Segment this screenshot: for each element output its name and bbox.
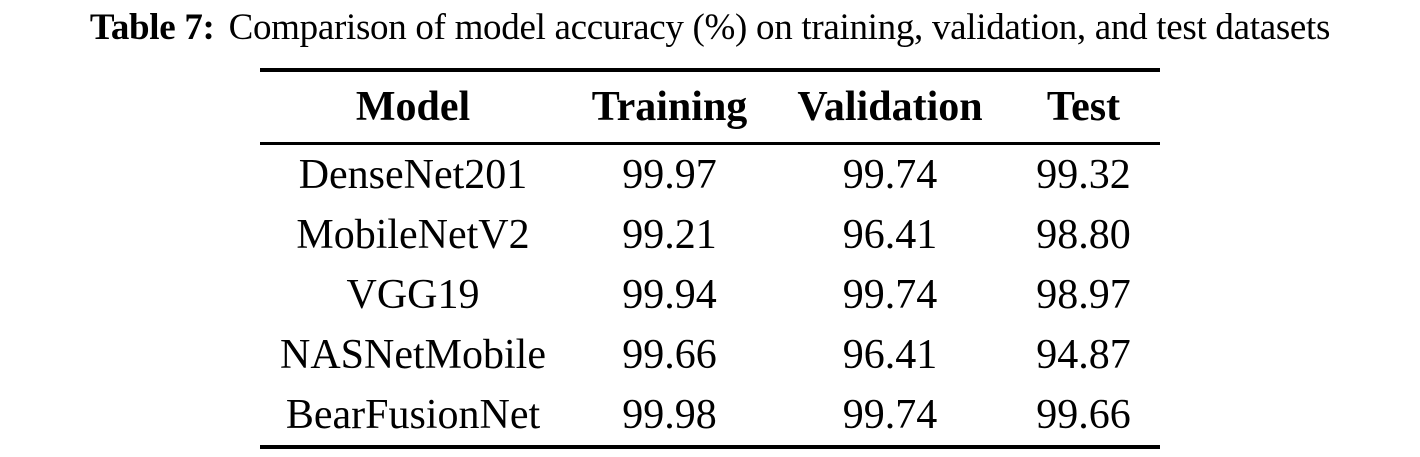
- cell-training: 99.21: [622, 212, 717, 259]
- cell-test: 98.80: [1036, 212, 1131, 259]
- cell-validation: 96.41: [842, 212, 938, 259]
- cell-model: DenseNet201: [298, 152, 528, 199]
- cell-validation: 99.74: [842, 392, 938, 439]
- col-header-test: Test: [1046, 84, 1121, 131]
- cell-training: 99.94: [622, 272, 717, 319]
- cell-test: 99.66: [1036, 392, 1131, 439]
- caption-text: Comparison of model accuracy (%) on trai…: [228, 7, 1331, 48]
- table-row: BearFusionNet 99.98 99.74 99.66: [260, 385, 1160, 447]
- col-header-validation: Validation: [797, 84, 983, 131]
- cell-model: VGG19: [346, 272, 480, 319]
- header-row: Model Training Validation Test: [260, 70, 1160, 144]
- cell-validation: 96.41: [842, 332, 938, 379]
- cell-training: 99.97: [622, 152, 717, 199]
- table-row: DenseNet201 99.97 99.74 99.32: [260, 144, 1160, 206]
- table-row: NASNetMobile 99.66 96.41 94.87: [260, 325, 1160, 385]
- cell-training: 99.98: [622, 392, 717, 439]
- accuracy-table: Model Training Validation Test DenseNet2…: [260, 68, 1160, 450]
- table-row: MobileNetV2 99.21 96.41 98.80: [260, 205, 1160, 265]
- cell-validation: 99.74: [842, 152, 938, 199]
- cell-validation: 99.74: [842, 272, 938, 319]
- table-caption: Table 7: Comparison of model accuracy (%)…: [0, 0, 1420, 52]
- cell-model: NASNetMobile: [280, 332, 546, 379]
- table-body: DenseNet201 99.97 99.74 99.32 MobileNetV2 99.…: [260, 144, 1160, 448]
- caption-label: Table 7:: [89, 7, 215, 48]
- col-header-model: Model: [355, 84, 471, 131]
- cell-test: 99.32: [1036, 152, 1131, 199]
- table-row: VGG19 99.94 99.74 98.97: [260, 265, 1160, 325]
- cell-test: 98.97: [1036, 272, 1131, 319]
- col-header-training: Training: [591, 84, 748, 131]
- cell-model: BearFusionNet: [285, 392, 541, 439]
- cell-test: 94.87: [1036, 332, 1131, 379]
- cell-model: MobileNetV2: [296, 212, 530, 259]
- cell-training: 99.66: [622, 332, 717, 379]
